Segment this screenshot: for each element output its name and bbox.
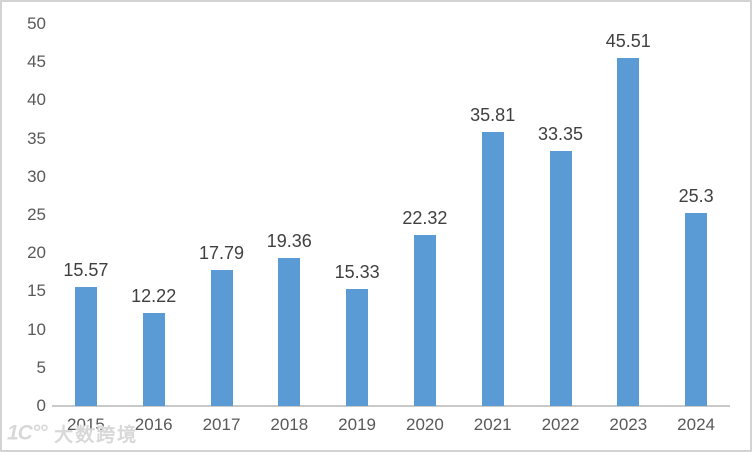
bar-2020 — [413, 235, 436, 406]
y-tick-label-30: 30 — [27, 166, 46, 186]
y-tick-label-20: 20 — [27, 243, 46, 263]
data-label-2018: 19.36 — [266, 231, 312, 252]
data-label-2016: 12.22 — [131, 285, 177, 306]
x-tick-label-2020: 2020 — [405, 415, 444, 434]
bar-2021 — [481, 132, 504, 406]
watermark-text: 大数跨境 — [54, 425, 139, 446]
y-tick-label-15: 15 — [27, 281, 46, 301]
y-tick-label-45: 45 — [27, 52, 46, 72]
bar-2017 — [210, 270, 233, 406]
bar-2024 — [685, 212, 708, 406]
y-tick-label-35: 35 — [27, 128, 46, 148]
data-label-2023: 45.51 — [605, 31, 651, 52]
x-tick-label-2018: 2018 — [270, 415, 309, 434]
y-tick-label-0: 0 — [36, 396, 46, 415]
x-axis-line — [52, 405, 730, 407]
bar-2018 — [278, 258, 301, 406]
data-label-2015: 15.57 — [63, 260, 109, 281]
bar-2015 — [74, 287, 97, 406]
x-tick-label-2023: 2023 — [609, 415, 648, 434]
data-label-2024: 25.3 — [678, 185, 714, 206]
x-tick-label-2015: 2015 — [66, 415, 105, 434]
y-tick-label-50: 50 — [27, 14, 46, 33]
y-tick-label-25: 25 — [27, 205, 46, 224]
watermark-logo-icon: 1C°° — [7, 421, 48, 445]
bar-2016 — [142, 312, 165, 406]
y-tick-label-5: 5 — [36, 357, 46, 377]
bar-2023 — [617, 58, 640, 406]
x-tick-label-2017: 2017 — [202, 415, 241, 434]
data-label-2021: 35.81 — [470, 105, 516, 126]
x-tick-label-2022: 2022 — [541, 415, 580, 434]
y-tick-label-40: 40 — [27, 90, 46, 110]
x-tick-label-2016: 2016 — [134, 415, 173, 434]
data-label-2020: 22.32 — [402, 208, 448, 229]
y-tick-label-10: 10 — [27, 319, 46, 339]
bar-2022 — [549, 151, 572, 406]
x-tick-label-2019: 2019 — [338, 415, 376, 434]
x-tick-label-2021: 2021 — [473, 415, 512, 434]
watermark: 1C°° 大数跨境 — [7, 420, 138, 447]
data-label-2019: 15.33 — [334, 261, 380, 282]
data-label-2017: 17.79 — [198, 243, 245, 264]
x-tick-label-2024: 2024 — [677, 415, 715, 434]
data-label-2022: 33.35 — [537, 124, 584, 145]
bar-2019 — [346, 288, 369, 406]
